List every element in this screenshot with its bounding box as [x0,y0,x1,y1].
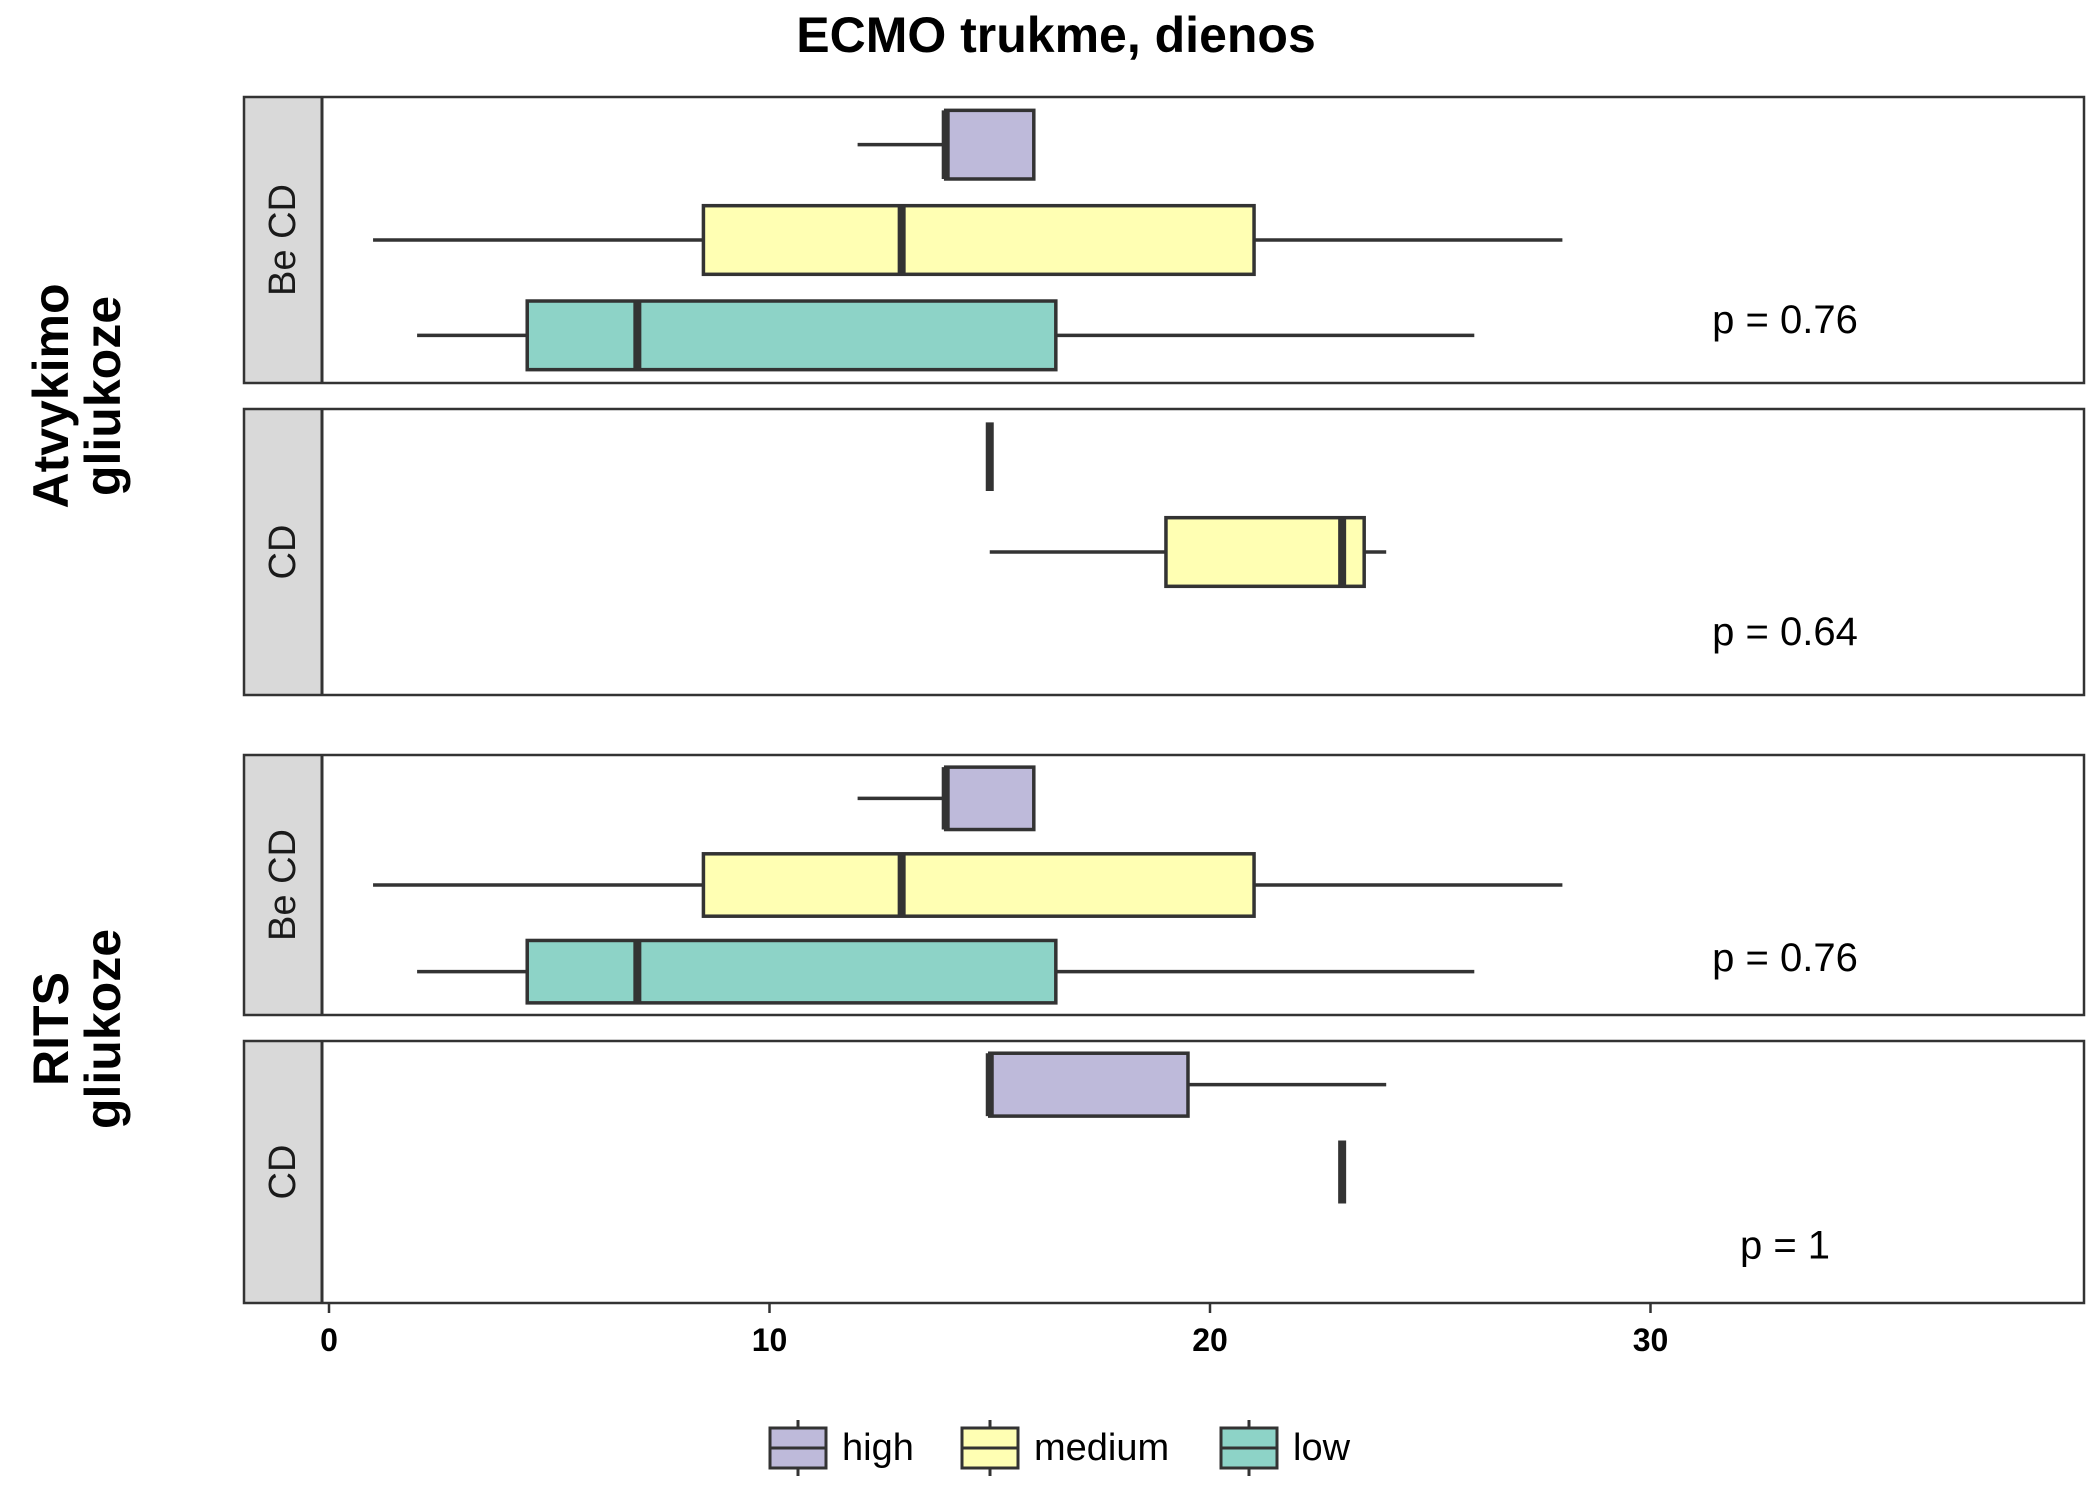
box-high [857,108,1036,181]
x-tick-label: 30 [1633,1322,1669,1358]
row-group-label: Atvykimogliukoze [23,283,131,508]
p-value-label: p = 0.76 [1712,298,1858,342]
panel-border [242,753,2086,1017]
x-tick-label: 20 [1192,1322,1228,1358]
chart-title: ECMO trukme, dienos [796,7,1316,63]
box-iqr [701,203,1256,277]
panel-border [242,407,2086,697]
facet-strip [244,755,322,1015]
box-low [417,299,1475,372]
facet-strip-label: CD [262,525,304,580]
legend-entry-high: high [768,1420,914,1476]
box-medium [989,515,1387,589]
row-group-label-line: RITS [23,972,79,1086]
legend-entry-low: low [1219,1420,1351,1476]
row-group-label-line: gliukoze [75,929,131,1129]
box-iqr [701,852,1256,918]
x-tick-label: 10 [752,1322,788,1358]
box-iqr [943,108,1036,181]
box-medium [373,203,1563,277]
box-iqr [525,938,1058,1005]
facet-strip-label: Be CD [262,829,304,941]
legend-label: high [842,1427,914,1469]
facet-panel: Be CD p = 0.76 [242,753,2086,1017]
x-tick-label: 0 [320,1322,338,1358]
box-iqr [988,1051,1190,1118]
legend-entry-medium: medium [960,1420,1169,1476]
panel-border [242,95,2086,385]
row-group-label-line: gliukoze [75,296,131,496]
box-medium [373,852,1563,918]
panel-border [242,1039,2086,1305]
box-iqr [525,299,1058,372]
facet-panel: CD p = 1 [242,1039,2086,1305]
row-group-label-text: Atvykimogliukoze [23,283,131,508]
box-iqr [943,765,1036,832]
p-value-label: p = 1 [1740,1223,1830,1267]
facet-strip-label: Be CD [262,184,304,296]
p-value-label: p = 0.64 [1712,610,1858,654]
facet-strip [244,409,322,695]
x-axis: 0 10 20 30 [320,1303,1668,1358]
box-high [985,1051,1387,1118]
facet-strip-label: CD [262,1145,304,1200]
facet-panel: CD p = 0.64 [242,407,2086,697]
box-iqr [1164,515,1366,589]
row-group-label: RITSgliukoze [23,929,131,1129]
p-value-label: p = 0.76 [1712,936,1858,980]
row-group-label-line: Atvykimo [23,283,79,508]
box-low [417,938,1475,1005]
facet-panel: Be CD p = 0.76 [242,95,2086,385]
row-group-label-text: RITSgliukoze [23,929,131,1129]
box-high [857,765,1036,832]
facet-strip [244,1041,322,1303]
facet-strip [244,97,322,383]
legend-label: low [1293,1427,1351,1469]
legend-label: medium [1034,1427,1169,1469]
legend: high medium low [768,1420,1351,1476]
